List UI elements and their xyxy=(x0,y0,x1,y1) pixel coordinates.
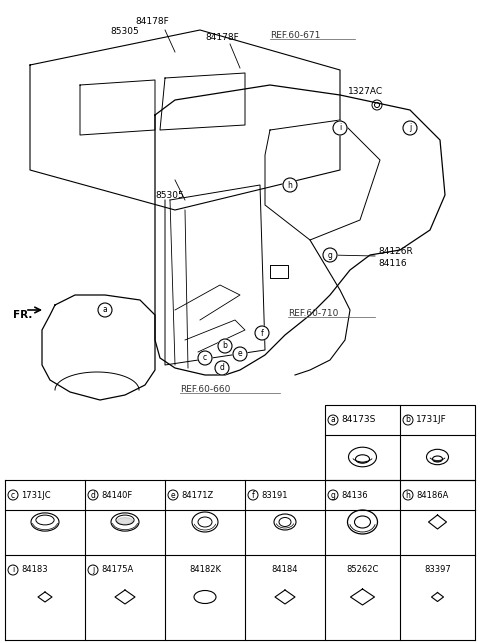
Text: 85262C: 85262C xyxy=(346,565,379,574)
Text: f: f xyxy=(252,491,254,500)
Circle shape xyxy=(215,361,229,375)
Circle shape xyxy=(403,121,417,135)
Text: c: c xyxy=(11,491,15,500)
Circle shape xyxy=(168,490,178,500)
Text: e: e xyxy=(238,350,242,359)
Text: 84184: 84184 xyxy=(272,565,298,574)
Text: 1731JF: 1731JF xyxy=(416,415,447,424)
Circle shape xyxy=(333,121,347,135)
Text: 84186A: 84186A xyxy=(416,491,448,500)
Circle shape xyxy=(218,339,232,353)
Text: b: b xyxy=(223,341,228,350)
Circle shape xyxy=(255,326,269,340)
Circle shape xyxy=(8,490,18,500)
Text: i: i xyxy=(12,565,14,574)
Circle shape xyxy=(198,351,212,365)
Text: 84178F: 84178F xyxy=(205,33,239,42)
Text: c: c xyxy=(203,354,207,363)
Text: FR.: FR. xyxy=(13,310,32,320)
Text: REF.60-671: REF.60-671 xyxy=(270,32,320,41)
Text: 84182K: 84182K xyxy=(189,565,221,574)
Bar xyxy=(325,405,475,480)
Text: 84178F: 84178F xyxy=(135,17,169,26)
Text: 1327AC: 1327AC xyxy=(348,87,383,96)
Circle shape xyxy=(98,303,112,317)
Text: 84171Z: 84171Z xyxy=(181,491,213,500)
Text: j: j xyxy=(92,565,94,574)
Text: e: e xyxy=(171,491,175,500)
Text: d: d xyxy=(219,363,225,372)
Text: 84173S: 84173S xyxy=(341,415,375,424)
Text: i: i xyxy=(339,123,341,132)
Text: 84116: 84116 xyxy=(378,258,407,267)
Circle shape xyxy=(233,347,247,361)
Text: REF.60-660: REF.60-660 xyxy=(180,386,230,395)
Circle shape xyxy=(8,565,18,575)
Text: a: a xyxy=(103,305,108,314)
Circle shape xyxy=(88,565,98,575)
Text: g: g xyxy=(331,491,336,500)
Circle shape xyxy=(283,178,297,192)
Text: a: a xyxy=(331,415,336,424)
Circle shape xyxy=(328,415,338,425)
Text: h: h xyxy=(288,181,292,190)
Text: 84183: 84183 xyxy=(21,565,48,574)
Text: d: d xyxy=(91,491,96,500)
Text: 84126R: 84126R xyxy=(378,248,413,257)
Text: 83191: 83191 xyxy=(261,491,288,500)
Text: j: j xyxy=(409,123,411,132)
Circle shape xyxy=(88,490,98,500)
Text: g: g xyxy=(327,251,333,260)
Text: 84175A: 84175A xyxy=(101,565,133,574)
Text: 85305: 85305 xyxy=(155,190,184,199)
Text: 84136: 84136 xyxy=(341,491,368,500)
Text: b: b xyxy=(406,415,410,424)
Ellipse shape xyxy=(117,518,132,525)
Circle shape xyxy=(328,490,338,500)
Text: 1731JC: 1731JC xyxy=(21,491,50,500)
Text: 85305: 85305 xyxy=(110,28,139,37)
Text: h: h xyxy=(406,491,410,500)
Text: REF.60-710: REF.60-710 xyxy=(288,309,338,318)
Text: f: f xyxy=(261,329,264,338)
Text: 84140F: 84140F xyxy=(101,491,132,500)
Text: 83397: 83397 xyxy=(424,565,451,574)
Circle shape xyxy=(403,415,413,425)
Circle shape xyxy=(248,490,258,500)
Circle shape xyxy=(323,248,337,262)
Circle shape xyxy=(403,490,413,500)
